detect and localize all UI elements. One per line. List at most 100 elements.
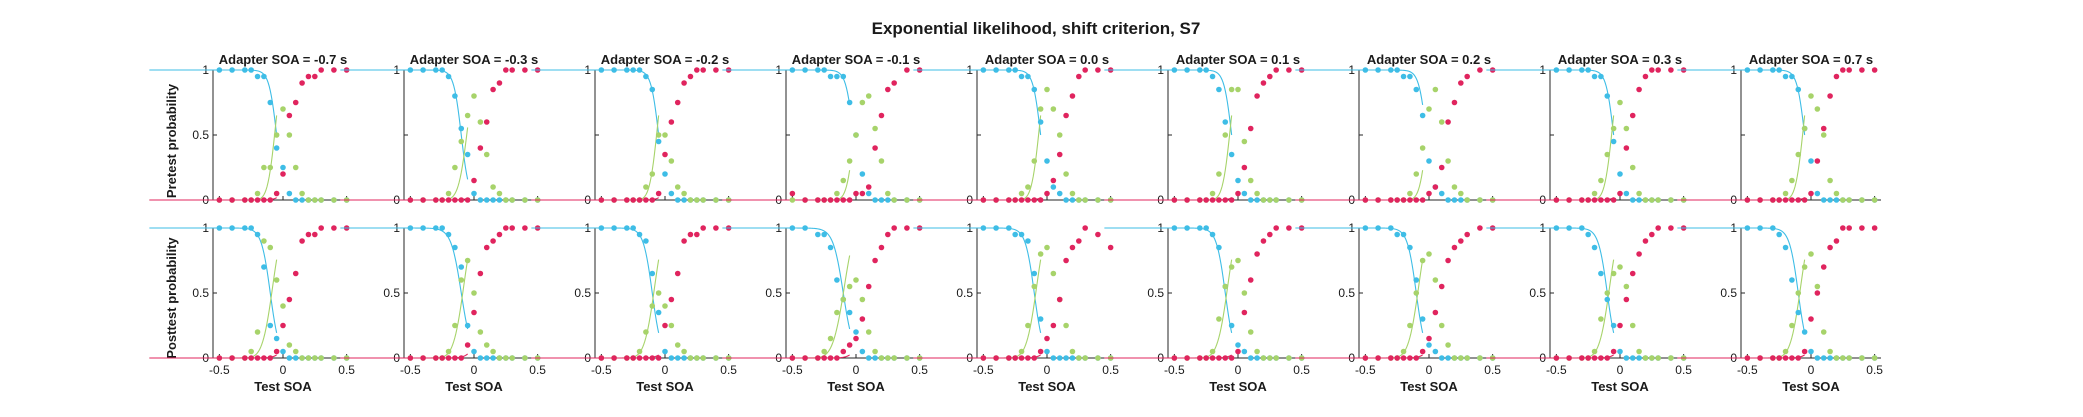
data-point-after <box>1216 355 1222 361</box>
data-point-after <box>1451 99 1458 106</box>
data-point-simultaneous <box>1814 106 1821 112</box>
data-point-before <box>420 67 426 73</box>
data-point-after <box>993 197 999 203</box>
data-point-after <box>1789 355 1795 361</box>
data-point-after <box>1044 335 1050 342</box>
data-point-simultaneous <box>1267 355 1273 361</box>
data-point-after <box>248 355 254 361</box>
data-point-after <box>1260 238 1267 244</box>
data-point-before <box>1216 244 1222 251</box>
data-point-before <box>273 145 280 151</box>
data-point-before <box>1553 67 1560 73</box>
data-point-simultaneous <box>1795 151 1802 158</box>
data-point-after <box>1076 238 1082 244</box>
data-point-after <box>1859 67 1865 73</box>
data-point-after <box>630 355 636 361</box>
data-point-after <box>1477 225 1483 231</box>
data-point-before <box>1394 67 1400 73</box>
fit-curve-before <box>1486 69 1615 136</box>
data-point-after <box>216 355 223 361</box>
data-point-before <box>1063 355 1069 361</box>
data-point-after <box>891 225 897 231</box>
data-point-simultaneous <box>904 355 910 361</box>
data-point-simultaneous <box>1247 329 1254 335</box>
data-point-before <box>1407 73 1413 80</box>
x-tick-label: 0 <box>280 363 287 377</box>
data-point-after <box>815 197 821 203</box>
data-point-simultaneous <box>1228 86 1235 93</box>
data-point-simultaneous <box>662 132 668 138</box>
x-tick-label: 0 <box>1426 363 1433 377</box>
data-point-before <box>1451 197 1458 203</box>
data-point-simultaneous <box>649 171 656 177</box>
data-point-before <box>1629 197 1636 203</box>
data-point-simultaneous <box>312 355 318 361</box>
data-point-before <box>853 329 859 335</box>
data-point-before <box>668 355 675 361</box>
x-tick-label: 0.5 <box>1675 363 1692 377</box>
data-point-after <box>1375 197 1381 203</box>
data-point-before <box>878 197 885 203</box>
data-point-before <box>254 73 261 80</box>
data-point-after <box>1018 197 1025 203</box>
y-tick-label: 0.5 <box>1720 286 1737 300</box>
data-point-simultaneous <box>1604 290 1611 296</box>
data-point-simultaneous <box>292 348 299 355</box>
data-point-after <box>827 197 834 203</box>
data-point-after <box>496 231 503 238</box>
data-point-after <box>1222 197 1229 203</box>
data-point-after <box>815 355 821 361</box>
x-tick-label: 0 <box>853 363 860 377</box>
data-point-simultaneous <box>643 184 649 190</box>
data-point-before <box>1044 348 1050 355</box>
data-point-before <box>1426 158 1432 164</box>
data-point-before <box>1216 86 1222 93</box>
data-point-after <box>452 355 458 361</box>
data-point-before <box>1445 197 1451 203</box>
data-point-before <box>872 197 878 203</box>
data-point-after <box>509 225 515 231</box>
data-point-before <box>420 225 426 231</box>
data-point-simultaneous <box>1031 283 1038 290</box>
y-tick-label: 0.5 <box>383 286 400 300</box>
x-tick-label: -0.5 <box>400 363 421 377</box>
data-point-after <box>846 197 853 203</box>
data-point-simultaneous <box>694 355 700 361</box>
y-tick-label: 0.5 <box>574 286 591 300</box>
data-point-simultaneous <box>1228 264 1235 270</box>
data-point-after <box>598 355 605 361</box>
data-point-simultaneous <box>261 164 267 171</box>
data-point-after <box>1247 277 1254 283</box>
data-point-before <box>1419 316 1426 322</box>
data-point-after <box>1668 225 1674 231</box>
data-point-after <box>458 197 465 203</box>
y-tick-label: 0.5 <box>1529 286 1546 300</box>
data-point-simultaneous <box>840 296 847 303</box>
data-point-after <box>1744 355 1751 361</box>
data-point-before <box>216 225 223 231</box>
data-point-after <box>1636 86 1642 93</box>
data-point-after <box>1464 73 1470 80</box>
data-point-simultaneous <box>477 119 484 125</box>
data-point-before <box>1827 355 1833 361</box>
data-point-after <box>1031 355 1038 361</box>
data-point-before <box>815 67 821 73</box>
data-point-before <box>280 348 286 355</box>
fit-curve-before <box>913 227 1042 333</box>
data-point-before <box>630 225 636 231</box>
data-point-simultaneous <box>1827 348 1833 355</box>
data-point-after <box>891 80 897 86</box>
data-point-simultaneous <box>1642 355 1649 361</box>
data-point-after <box>1610 348 1617 355</box>
data-point-simultaneous <box>1082 355 1088 361</box>
data-point-after <box>1037 348 1044 355</box>
data-point-before <box>611 67 617 73</box>
data-point-simultaneous <box>1432 86 1439 93</box>
data-point-after <box>668 119 675 125</box>
data-point-after <box>885 86 891 93</box>
data-point-after <box>802 197 808 203</box>
panel-pretest-6: 01 <box>1104 63 1308 207</box>
x-tick-label: 0 <box>1044 363 1051 377</box>
